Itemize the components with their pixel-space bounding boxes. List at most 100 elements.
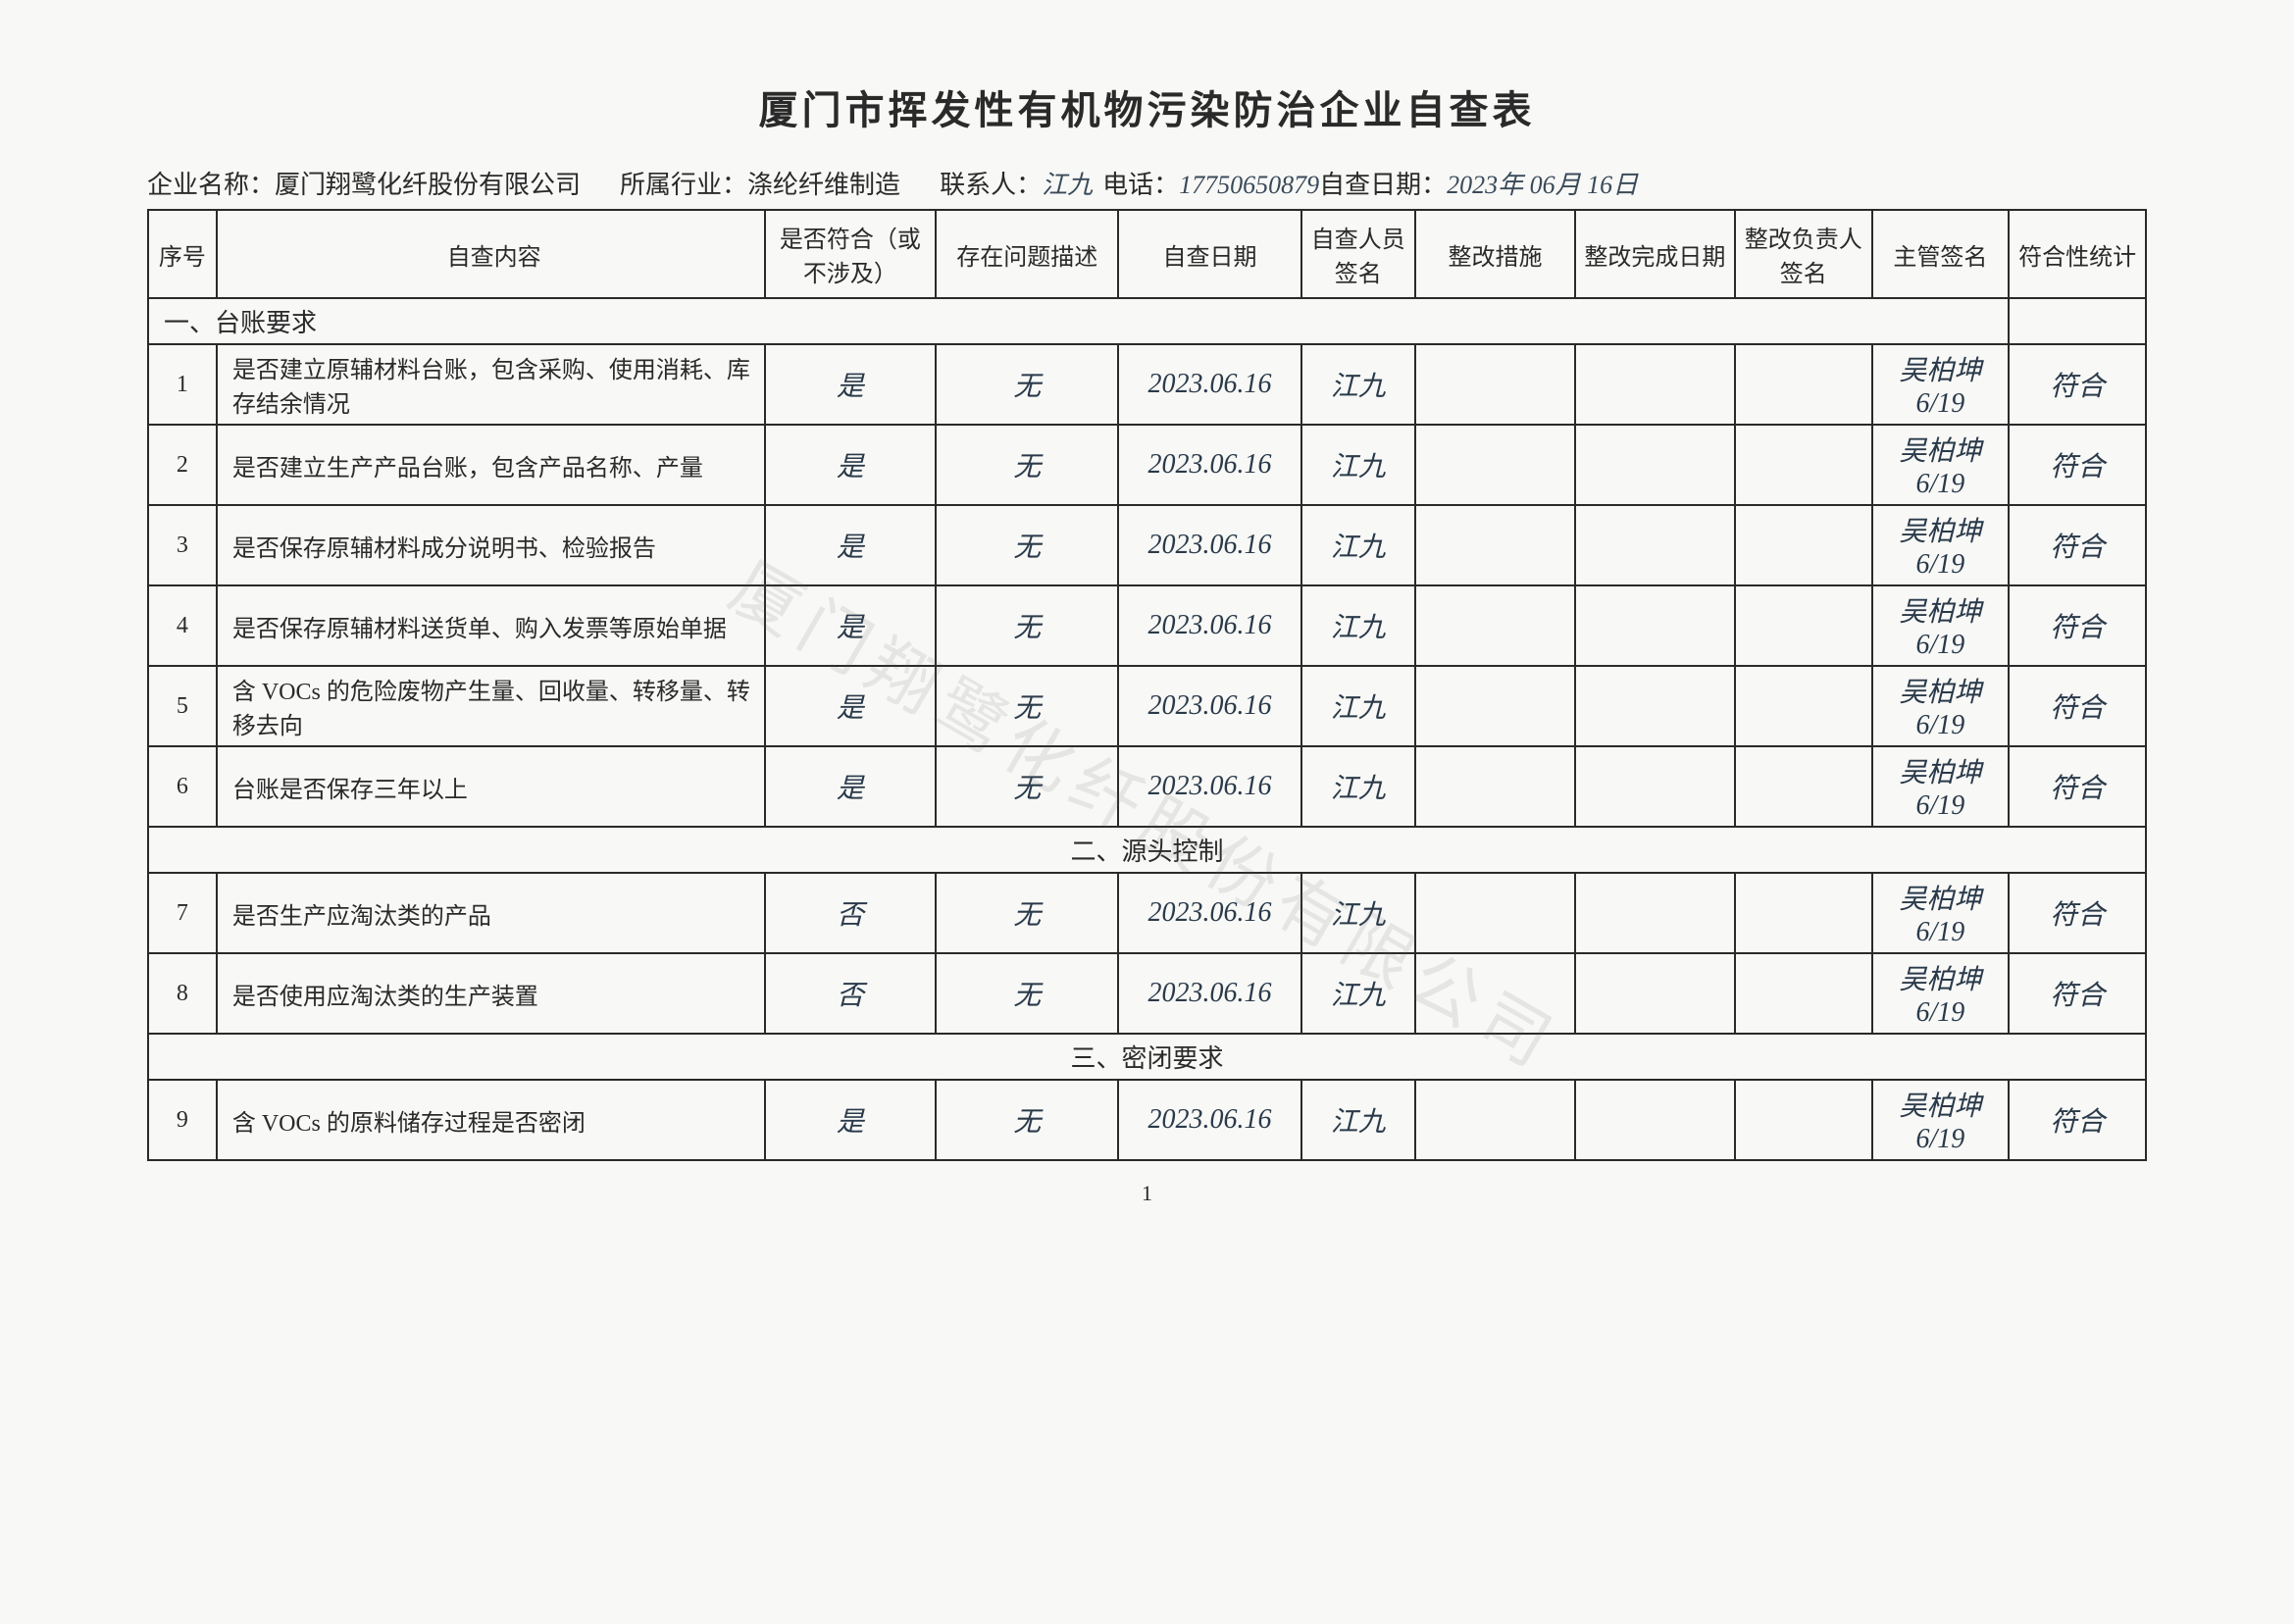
row-stat: 符合 xyxy=(2009,746,2146,827)
row-num: 6 xyxy=(148,746,217,827)
section-row-3: 三、密闭要求 xyxy=(148,1034,2146,1080)
row-stat: 符合 xyxy=(2009,505,2146,585)
col-header-issue: 存在问题描述 xyxy=(936,210,1118,298)
row-sign3: 吴柏坤6/19 xyxy=(1872,666,2010,746)
row-measure xyxy=(1415,425,1575,505)
row-issue: 无 xyxy=(936,873,1118,953)
row-finish xyxy=(1575,505,1735,585)
row-sign3: 吴柏坤6/19 xyxy=(1872,425,2010,505)
row-sign1: 江九 xyxy=(1301,873,1415,953)
row-comply: 是 xyxy=(765,666,937,746)
row-sign3: 吴柏坤6/19 xyxy=(1872,344,2010,425)
col-header-sign1: 自查人员签名 xyxy=(1301,210,1415,298)
row-sign1: 江九 xyxy=(1301,344,1415,425)
row-issue: 无 xyxy=(936,585,1118,666)
row-issue: 无 xyxy=(936,425,1118,505)
row-finish xyxy=(1575,1080,1735,1160)
section-row-1: 一、台账要求 xyxy=(148,298,2146,344)
row-finish xyxy=(1575,746,1735,827)
row-measure xyxy=(1415,953,1575,1034)
contact-label: 联系人： xyxy=(940,165,1042,201)
row-content: 是否建立生产产品台账，包含产品名称、产量 xyxy=(217,425,765,505)
row-measure xyxy=(1415,873,1575,953)
col-header-comply: 是否符合（或不涉及） xyxy=(765,210,937,298)
row-comply: 是 xyxy=(765,1080,937,1160)
row-sign2 xyxy=(1735,953,1872,1034)
row-issue: 无 xyxy=(936,505,1118,585)
row-sign2 xyxy=(1735,873,1872,953)
row-num: 4 xyxy=(148,585,217,666)
row-finish xyxy=(1575,344,1735,425)
row-stat: 符合 xyxy=(2009,873,2146,953)
header-info-line: 企业名称： 厦门翔鹭化纤股份有限公司 所属行业： 涤纶纤维制造 联系人： 江九 … xyxy=(147,165,2147,201)
row-comply: 否 xyxy=(765,873,937,953)
row-sign3: 吴柏坤6/19 xyxy=(1872,746,2010,827)
col-header-stat: 符合性统计 xyxy=(2009,210,2146,298)
row-finish xyxy=(1575,425,1735,505)
row-finish xyxy=(1575,873,1735,953)
row-date: 2023.06.16 xyxy=(1118,425,1300,505)
company-label: 企业名称： xyxy=(147,165,275,201)
row-issue: 无 xyxy=(936,953,1118,1034)
row-num: 2 xyxy=(148,425,217,505)
col-header-date: 自查日期 xyxy=(1118,210,1300,298)
row-sign1: 江九 xyxy=(1301,425,1415,505)
row-stat: 符合 xyxy=(2009,953,2146,1034)
row-content: 是否保存原辅材料送货单、购入发票等原始单据 xyxy=(217,585,765,666)
row-num: 1 xyxy=(148,344,217,425)
row-stat: 符合 xyxy=(2009,666,2146,746)
row-finish xyxy=(1575,666,1735,746)
page-title: 厦门市挥发性有机物污染防治企业自查表 xyxy=(147,78,2147,135)
row-sign2 xyxy=(1735,344,1872,425)
selfcheck-date-value: 2023年 06月 16日 xyxy=(1447,165,1638,201)
col-header-finish: 整改完成日期 xyxy=(1575,210,1735,298)
row-stat: 符合 xyxy=(2009,1080,2146,1160)
section-2-label: 二、源头控制 xyxy=(148,827,2146,873)
industry-label: 所属行业： xyxy=(620,165,747,201)
row-sign1: 江九 xyxy=(1301,746,1415,827)
row-date: 2023.06.16 xyxy=(1118,505,1300,585)
row-comply: 是 xyxy=(765,344,937,425)
col-header-sign2: 整改负责人签名 xyxy=(1735,210,1872,298)
row-date: 2023.06.16 xyxy=(1118,746,1300,827)
row-sign3: 吴柏坤6/19 xyxy=(1872,505,2010,585)
row-stat: 符合 xyxy=(2009,344,2146,425)
selfcheck-date-label: 自查日期： xyxy=(1319,165,1447,201)
row-sign2 xyxy=(1735,666,1872,746)
page-number: 1 xyxy=(147,1181,2147,1206)
row-stat: 符合 xyxy=(2009,585,2146,666)
section-1-label: 一、台账要求 xyxy=(148,298,2009,344)
table-row: 1 是否建立原辅材料台账，包含采购、使用消耗、库存结余情况 是 无 2023.0… xyxy=(148,344,2146,425)
row-date: 2023.06.16 xyxy=(1118,666,1300,746)
row-measure xyxy=(1415,1080,1575,1160)
row-sign3: 吴柏坤6/19 xyxy=(1872,873,2010,953)
row-measure xyxy=(1415,585,1575,666)
row-issue: 无 xyxy=(936,1080,1118,1160)
row-stat: 符合 xyxy=(2009,425,2146,505)
col-header-sign3: 主管签名 xyxy=(1872,210,2010,298)
row-issue: 无 xyxy=(936,344,1118,425)
row-sign2 xyxy=(1735,746,1872,827)
row-comply: 是 xyxy=(765,585,937,666)
table-row: 8 是否使用应淘汰类的生产装置 否 无 2023.06.16 江九 吴柏坤6/1… xyxy=(148,953,2146,1034)
col-header-num: 序号 xyxy=(148,210,217,298)
row-sign1: 江九 xyxy=(1301,953,1415,1034)
row-finish xyxy=(1575,585,1735,666)
row-issue: 无 xyxy=(936,746,1118,827)
row-date: 2023.06.16 xyxy=(1118,953,1300,1034)
table-row: 5 含 VOCs 的危险废物产生量、回收量、转移量、转移去向 是 无 2023.… xyxy=(148,666,2146,746)
row-content: 是否建立原辅材料台账，包含采购、使用消耗、库存结余情况 xyxy=(217,344,765,425)
section-row-2: 二、源头控制 xyxy=(148,827,2146,873)
row-measure xyxy=(1415,505,1575,585)
row-sign1: 江九 xyxy=(1301,585,1415,666)
row-content: 是否使用应淘汰类的生产装置 xyxy=(217,953,765,1034)
col-header-measure: 整改措施 xyxy=(1415,210,1575,298)
table-row: 2 是否建立生产产品台账，包含产品名称、产量 是 无 2023.06.16 江九… xyxy=(148,425,2146,505)
row-num: 5 xyxy=(148,666,217,746)
row-sign2 xyxy=(1735,1080,1872,1160)
row-comply: 是 xyxy=(765,505,937,585)
table-row: 7 是否生产应淘汰类的产品 否 无 2023.06.16 江九 吴柏坤6/19 … xyxy=(148,873,2146,953)
row-date: 2023.06.16 xyxy=(1118,873,1300,953)
row-issue: 无 xyxy=(936,666,1118,746)
row-num: 7 xyxy=(148,873,217,953)
